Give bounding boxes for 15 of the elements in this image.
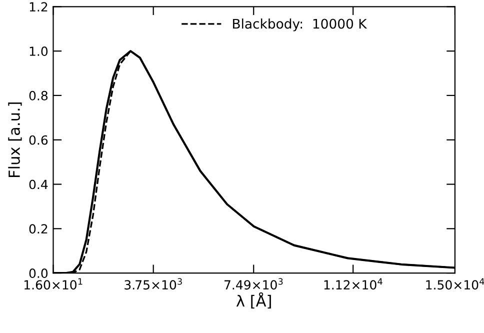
y-tick-label: 0.0 xyxy=(29,268,48,278)
x-tick-label: 7.49×10$^{3}$ xyxy=(224,278,283,290)
y-axis-title: Flux [a.u.] xyxy=(8,102,22,178)
y-tick-label: 0.6 xyxy=(29,135,48,145)
x-tick-label: 1.60×10$^{1}$ xyxy=(24,278,82,290)
x-tick-label: 1.12×10$^{4}$ xyxy=(324,278,382,290)
legend-label: Blackbody: 10000 K xyxy=(233,18,368,32)
y-tick-label: 0.8 xyxy=(29,90,48,100)
x-tick-label: 3.75×10$^{3}$ xyxy=(124,278,182,290)
y-tick-label: 1.0 xyxy=(30,46,48,56)
x-tick-label: 1.50×10$^{4}$ xyxy=(426,278,484,290)
y-tick-label: 1.2 xyxy=(30,2,48,12)
y-tick-label: 0.4 xyxy=(29,180,48,190)
y-tick-label: 0.2 xyxy=(29,224,48,234)
x-axis-title: λ [Å] xyxy=(236,292,271,309)
